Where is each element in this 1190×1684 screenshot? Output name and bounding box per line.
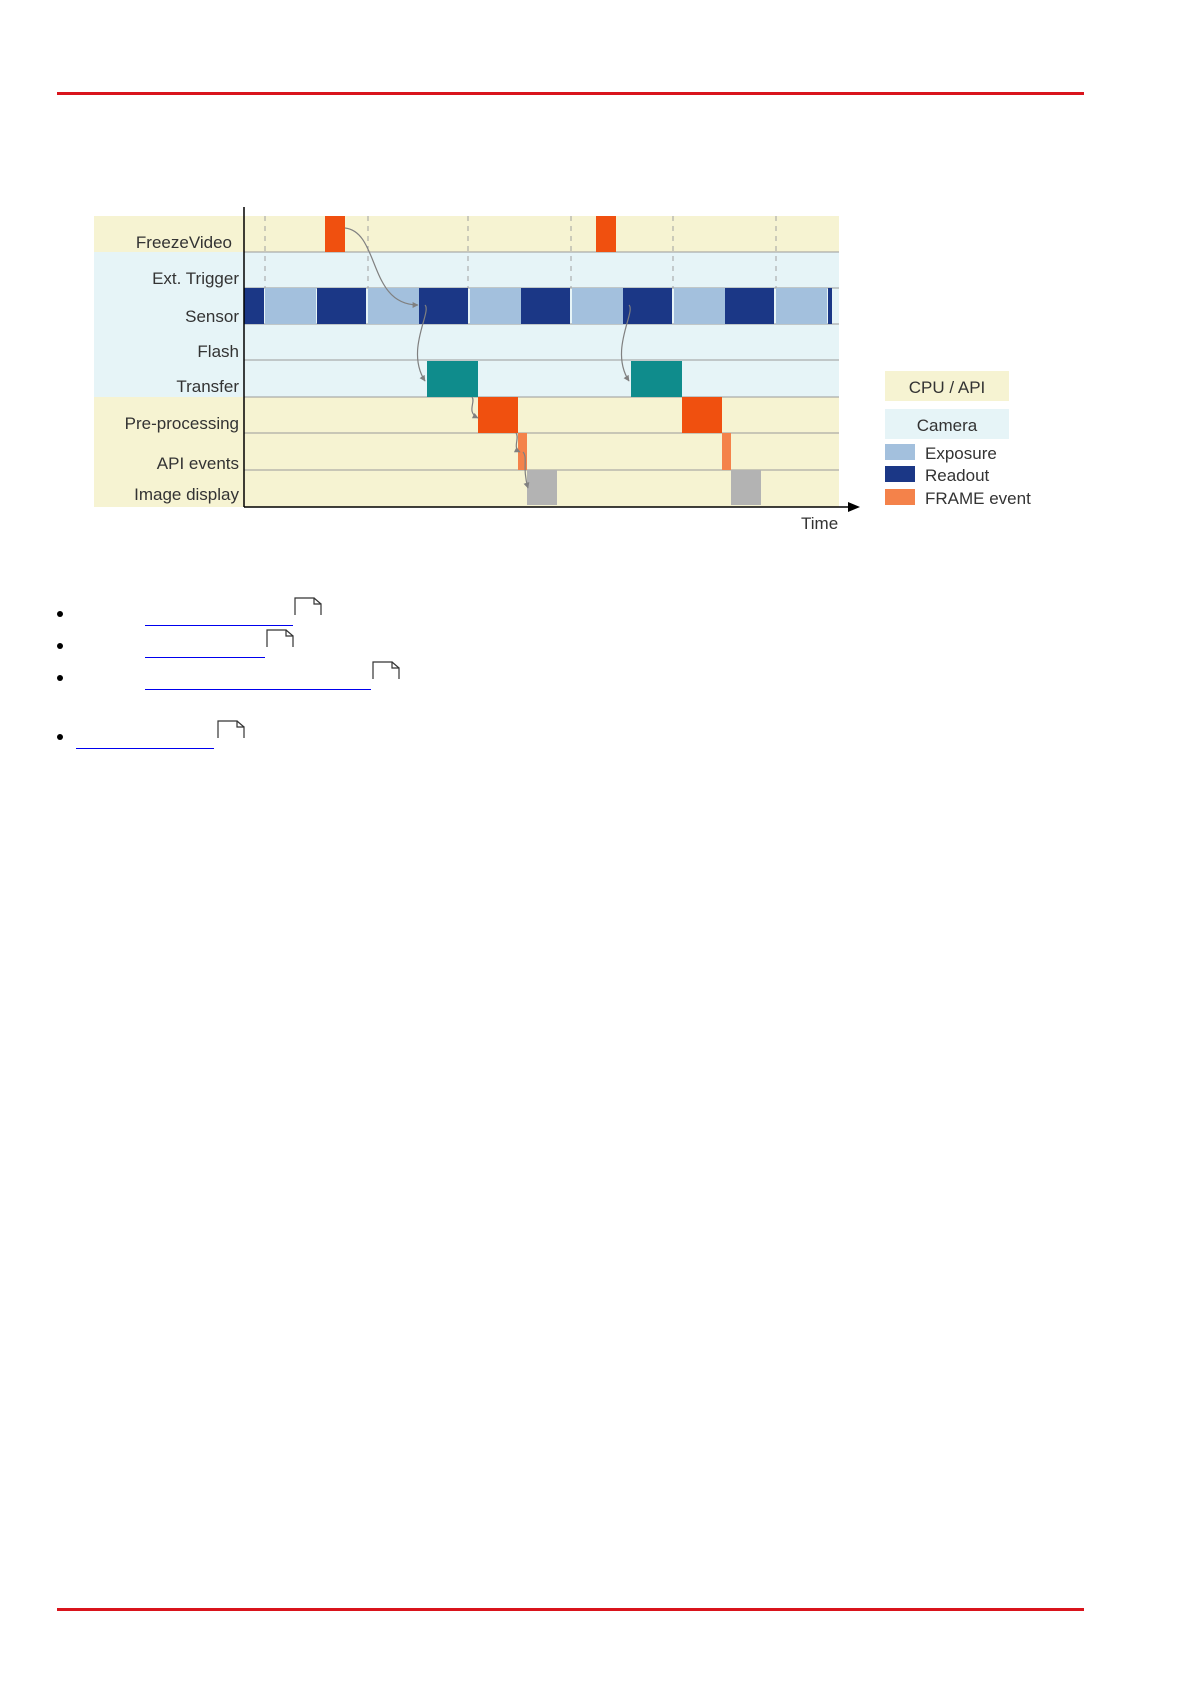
sensor-timeline [244,288,832,324]
transfer-block [631,361,682,397]
time-axis-arrowhead [848,502,860,512]
bullet-icon [57,734,63,740]
page-reference-icon [372,661,400,679]
footer-rule [57,1608,1084,1611]
legend-readout-label: Readout [925,466,990,485]
axes [243,207,848,508]
legend-camera-swatch [885,409,1009,439]
preprocessing-block [478,397,518,433]
legend-frame-event-label: FRAME event [925,489,1031,508]
legend-exposure-label: Exposure [925,444,997,463]
page-reference-icon [266,629,294,647]
legend-exposure-swatch [885,444,915,460]
row-label-preprocessing: Pre-processing [125,414,239,433]
sensor-exposure [368,288,419,324]
row-label-ext-trigger: Ext. Trigger [152,269,239,288]
row-label-image-display: Image display [134,485,239,504]
page-reference-icon [217,720,245,738]
legend-frame-event-swatch [885,489,915,505]
preprocessing-block [682,397,722,433]
legend-camera-label: Camera [917,416,978,435]
legend-readout-swatch [885,466,915,482]
frame-event-block [518,433,527,470]
sensor-readout [244,288,264,324]
sensor-exposure [470,288,521,324]
header-rule [57,92,1084,95]
transfer-block [427,361,478,397]
sensor-readout [828,288,832,324]
sensor-exposure [572,288,623,324]
row-label-api-events: API events [157,454,239,473]
bullet-icon [57,675,63,681]
bullet-icon [57,643,63,649]
cross-reference-link[interactable] [145,668,371,690]
band-freezevideo [94,216,839,252]
cross-reference-link[interactable] [145,636,265,658]
sensor-readout [623,288,672,324]
legend-cpu-swatch [885,371,1009,401]
cross-reference-link[interactable] [145,604,293,626]
sensor-exposure [674,288,725,324]
frame-event-block [722,433,731,470]
row-label-freezevideo: FreezeVideo [136,233,232,252]
page-reference-icon [294,597,322,615]
timing-diagram: Time FreezeVideo Ext. Trigger Sensor Fla… [94,207,1031,533]
sensor-exposure [265,288,316,324]
image-display-block [731,470,761,505]
sensor-exposure [776,288,827,324]
sensor-readout [419,288,468,324]
row-label-transfer: Transfer [176,377,239,396]
freezevideo-call [325,216,345,252]
row-label-flash: Flash [197,342,239,361]
frame-markers [264,216,777,288]
time-axis-label: Time [801,514,838,533]
image-display-block [527,470,557,505]
cross-reference-link[interactable] [76,727,214,749]
freezevideo-call [596,216,616,252]
row-label-sensor: Sensor [185,307,239,326]
sensor-readout [317,288,366,324]
legend-cpu-label: CPU / API [909,378,986,397]
sensor-readout [521,288,570,324]
sensor-readout [725,288,774,324]
legend: CPU / API Camera Exposure Readout FRAME … [885,371,1031,508]
bullet-icon [57,611,63,617]
flow-arrows [344,227,631,489]
